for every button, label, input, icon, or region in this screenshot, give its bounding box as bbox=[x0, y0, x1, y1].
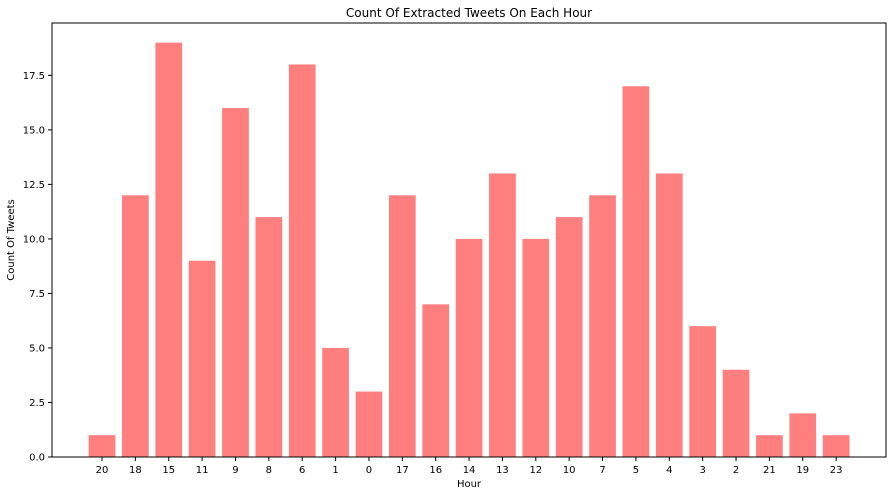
bar-hour-0 bbox=[355, 391, 383, 457]
bar-hour-20 bbox=[88, 435, 116, 457]
bar-hour-12 bbox=[522, 238, 550, 457]
y-axis-label: Count Of Tweets bbox=[6, 199, 17, 281]
y-tick-label: 0.0 bbox=[29, 453, 45, 464]
x-tick-label: 10 bbox=[563, 465, 576, 476]
chart-title: Count Of Extracted Tweets On Each Hour bbox=[346, 6, 592, 20]
bar-hour-4 bbox=[655, 173, 683, 458]
bar-hour-13 bbox=[489, 173, 516, 458]
x-tick-label: 23 bbox=[830, 465, 843, 476]
bar-hour-21 bbox=[756, 435, 783, 457]
bar-hour-17 bbox=[388, 195, 416, 458]
y-tick-label: 15.0 bbox=[23, 125, 45, 136]
x-tick-label: 13 bbox=[496, 465, 509, 476]
bar-hour-19 bbox=[789, 413, 817, 457]
x-tick-label: 4 bbox=[666, 465, 672, 476]
bar-hour-3 bbox=[689, 326, 717, 457]
x-tick-label: 18 bbox=[129, 465, 142, 476]
x-tick-label: 2 bbox=[733, 465, 739, 476]
x-tick-label: 16 bbox=[429, 465, 442, 476]
bar-hour-14 bbox=[455, 238, 483, 457]
y-tick-label: 12.5 bbox=[23, 180, 45, 191]
x-tick-label: 19 bbox=[796, 465, 809, 476]
x-tick-label: 20 bbox=[96, 465, 109, 476]
bar-hour-16 bbox=[422, 304, 450, 457]
bar-hour-18 bbox=[122, 195, 149, 458]
bar-hour-23 bbox=[822, 435, 850, 457]
plot-frame bbox=[51, 22, 887, 458]
bar-hour-7 bbox=[589, 195, 616, 458]
y-tick-label: 2.5 bbox=[29, 398, 45, 409]
y-axis-ticks: 0.0 2.5 5.0 7.5 10.0 12.5 15.0 17.5 bbox=[23, 71, 52, 464]
x-tick-label: 12 bbox=[529, 465, 542, 476]
x-tick-label: 5 bbox=[633, 465, 639, 476]
x-tick-label: 8 bbox=[266, 465, 272, 476]
bar-hour-1 bbox=[322, 347, 349, 457]
bar-hour-9 bbox=[222, 108, 249, 457]
x-tick-label: 3 bbox=[699, 465, 705, 476]
bar-hour-6 bbox=[288, 64, 316, 457]
x-tick-label: 1 bbox=[332, 465, 338, 476]
x-tick-label: 0 bbox=[366, 465, 372, 476]
x-axis-ticks: 20 18 15 11 9 8 6 1 0 17 16 14 13 12 10 7 5 4 3 2 21 19 23 bbox=[96, 457, 843, 476]
x-tick-label: 21 bbox=[763, 465, 776, 476]
x-tick-label: 6 bbox=[299, 465, 305, 476]
bar-hour-8 bbox=[255, 217, 283, 457]
x-axis-label: Hour bbox=[457, 479, 482, 490]
bar-hour-15 bbox=[155, 42, 183, 457]
bar-hour-11 bbox=[188, 260, 216, 457]
x-tick-label: 7 bbox=[599, 465, 605, 476]
y-tick-label: 7.5 bbox=[29, 289, 45, 300]
x-tick-label: 14 bbox=[463, 465, 476, 476]
y-tick-label: 17.5 bbox=[23, 71, 45, 82]
x-tick-label: 9 bbox=[232, 465, 238, 476]
bar-hour-10 bbox=[555, 217, 583, 457]
y-tick-label: 10.0 bbox=[23, 234, 45, 245]
y-tick-label: 5.0 bbox=[29, 343, 45, 354]
bar-hour-5 bbox=[622, 86, 650, 457]
x-tick-label: 11 bbox=[196, 465, 209, 476]
bars-group bbox=[88, 42, 850, 458]
x-tick-label: 17 bbox=[396, 465, 409, 476]
x-tick-label: 15 bbox=[162, 465, 175, 476]
bar-hour-2 bbox=[722, 369, 750, 457]
